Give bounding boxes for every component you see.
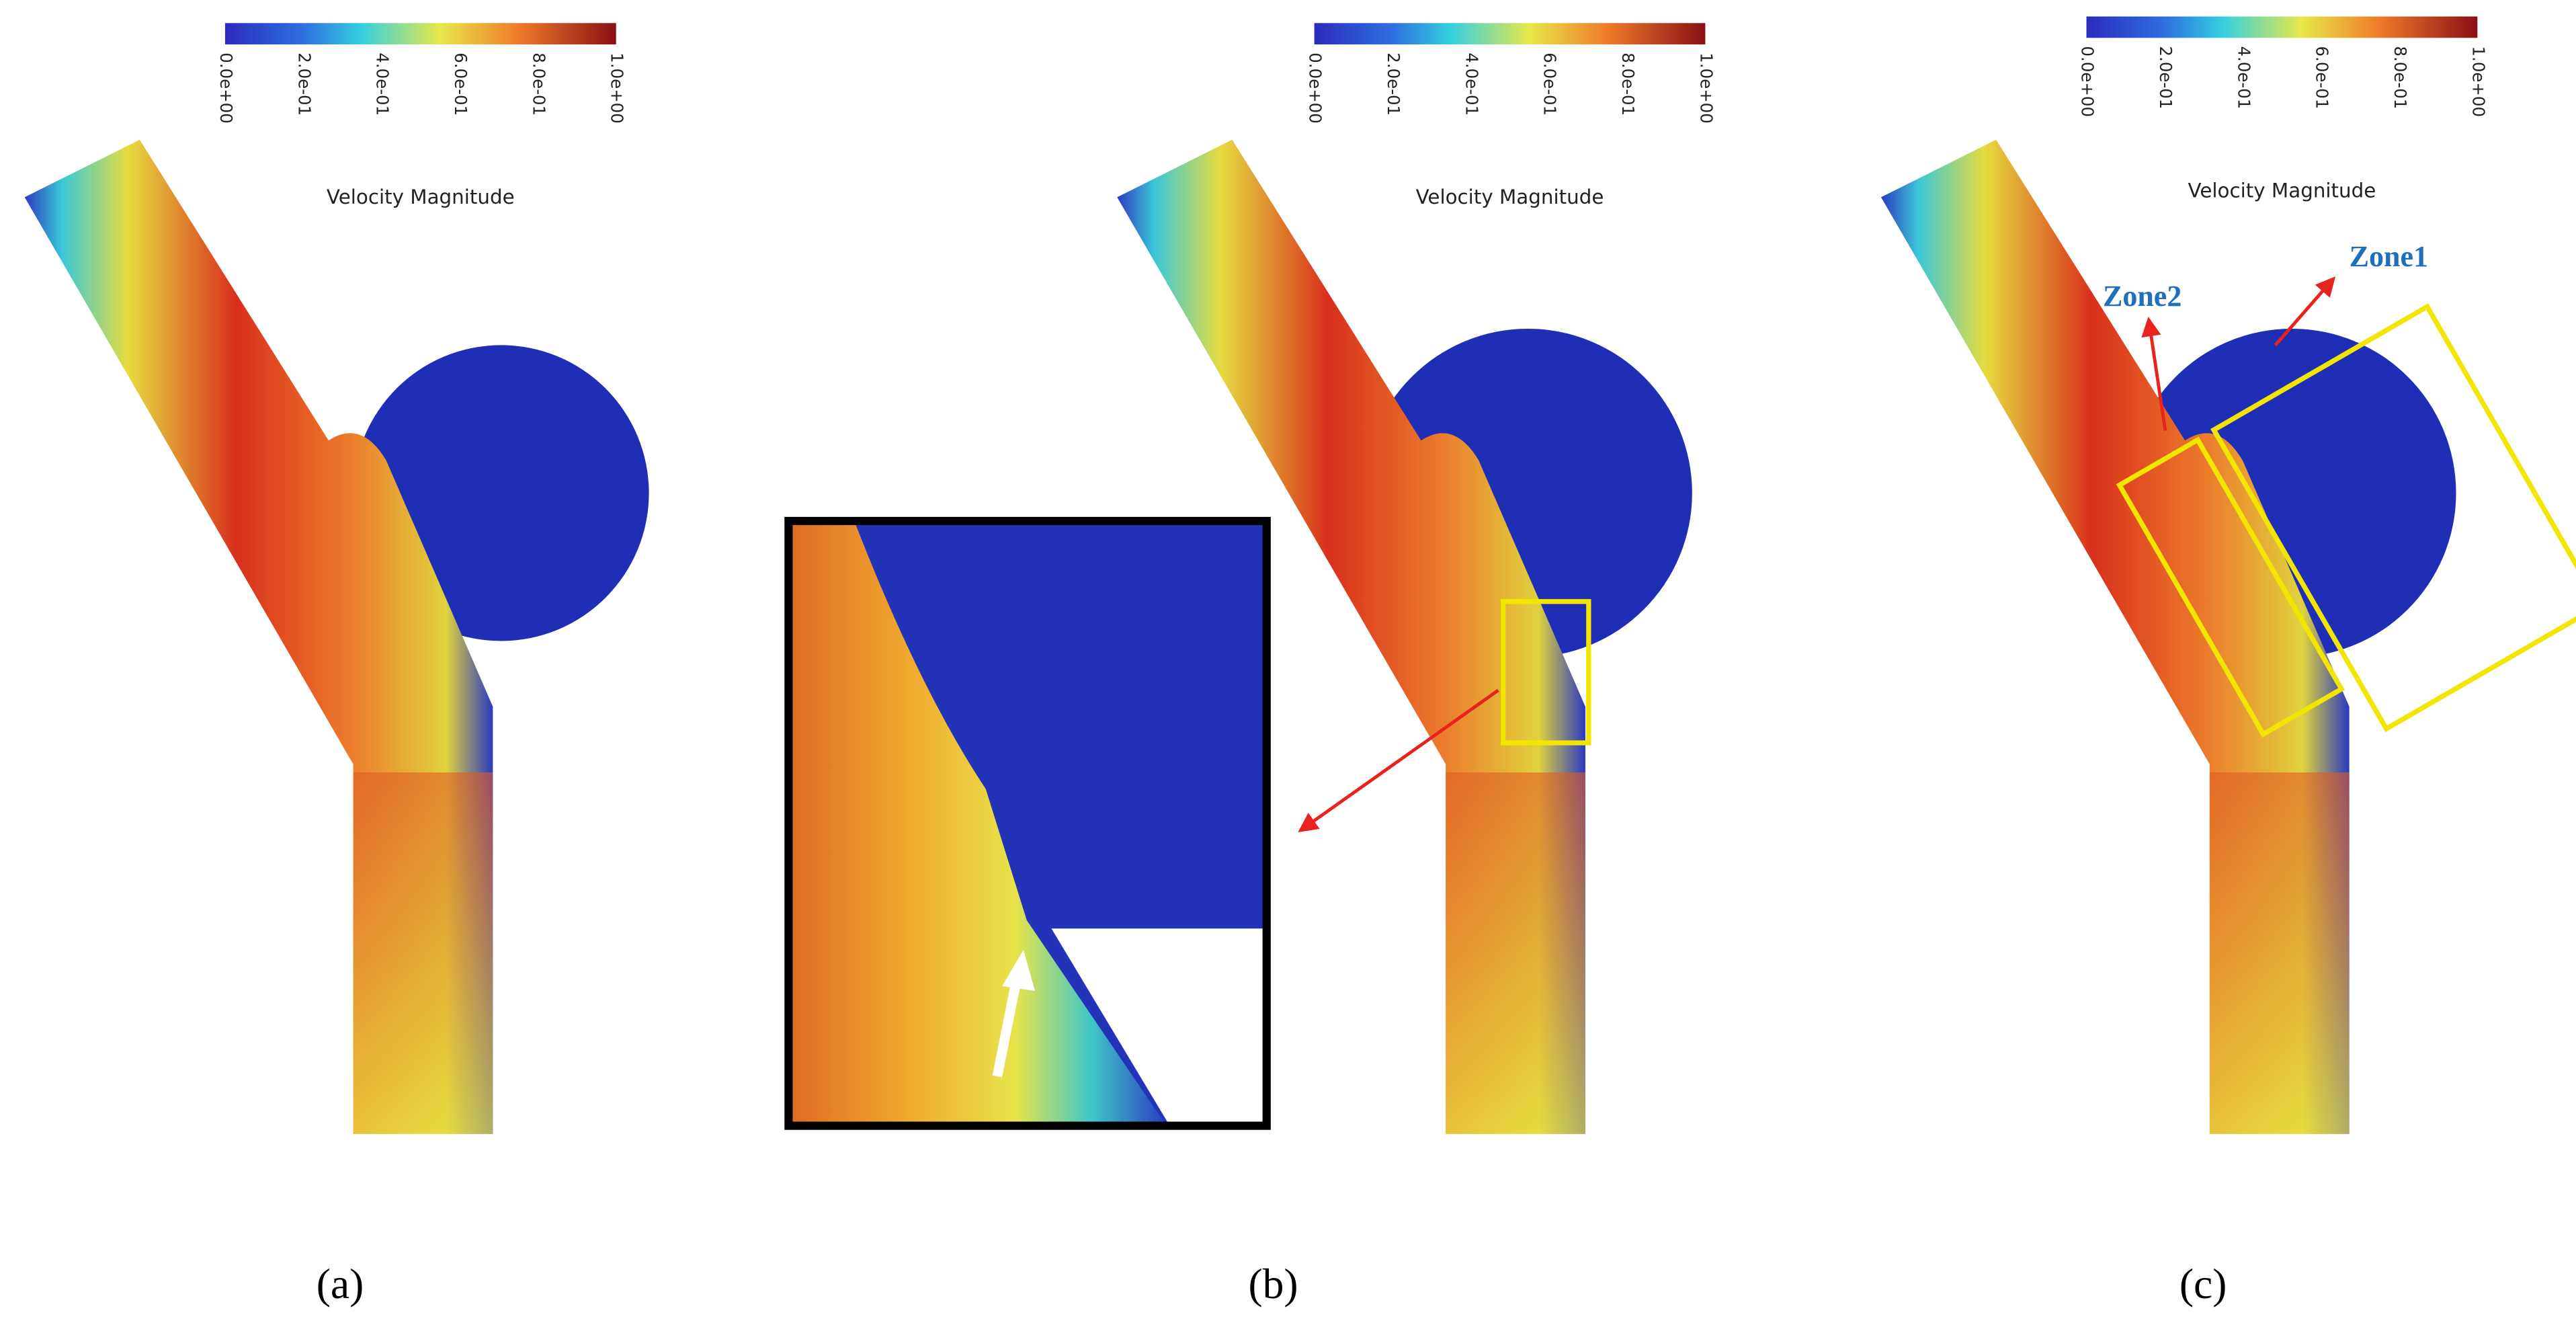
panel: 0.0e+00 2.0e-01 4.0e-01 6.0e-01 8.0e-01 1.0e+… bbox=[1117, 23, 1716, 1134]
zone1-box bbox=[2210, 303, 2576, 733]
colorbar bbox=[224, 23, 616, 45]
colorbar-tick-label: 8.0e-01 bbox=[529, 52, 548, 116]
colorbar-tick-label: 1.0e+00 bbox=[608, 52, 627, 123]
colorbar-tick-label: 2.0e-01 bbox=[2156, 46, 2175, 110]
colorbar-tick-label: 0.0e+00 bbox=[2078, 46, 2097, 117]
outlet bbox=[353, 772, 493, 1134]
inset-wall bbox=[1051, 928, 1267, 1126]
highlight-box bbox=[1501, 599, 1591, 746]
zone-label: Zone1 bbox=[2350, 240, 2428, 273]
colorbar-tick-label: 4.0e-01 bbox=[2234, 46, 2253, 110]
colorbar-tick-label: 1.0e+00 bbox=[1696, 52, 1716, 123]
colorbar-tick-label: 6.0e-01 bbox=[2313, 46, 2332, 110]
white-arrow-head bbox=[1002, 950, 1036, 992]
colorbar-tick-label: 2.0e-01 bbox=[1384, 52, 1403, 116]
caption: (b) bbox=[1248, 1260, 1298, 1308]
zone2-arrow bbox=[2141, 316, 2167, 431]
inset-frame bbox=[784, 516, 1271, 1130]
colorbar-tick-label: 8.0e-01 bbox=[1618, 52, 1638, 116]
colorbar-tick-label: 4.0e-01 bbox=[1462, 52, 1481, 116]
colorbar-tick-label: 2.0e-01 bbox=[294, 52, 314, 116]
colorbar-title: Velocity Magnitude bbox=[2188, 179, 2376, 202]
zone-label: Zone2 bbox=[2103, 280, 2182, 313]
colorbar-tick-label: 1.0e+00 bbox=[2468, 46, 2488, 117]
colorbar-title: Velocity Magnitude bbox=[1416, 186, 1604, 208]
zone2-box bbox=[2116, 436, 2345, 738]
colorbar-tick-label: 8.0e-01 bbox=[2391, 46, 2410, 110]
colorbar-tick-label: 6.0e-01 bbox=[1540, 52, 1560, 116]
panel: 0.0e+00 2.0e-01 4.0e-01 6.0e-01 8.0e-01 1.0e+… bbox=[1880, 16, 2488, 1134]
outlet bbox=[1446, 772, 1585, 1134]
red-arrow bbox=[1298, 688, 1499, 832]
colorbar-tick-label: 0.0e+00 bbox=[1306, 52, 1325, 123]
colorbar-tick-label: 6.0e-01 bbox=[451, 52, 470, 116]
outlet bbox=[2209, 772, 2350, 1134]
colorbar bbox=[2086, 16, 2478, 38]
caption: (a) bbox=[317, 1260, 364, 1308]
colorbar-tick-label: 0.0e+00 bbox=[216, 52, 236, 123]
zone1-arrow bbox=[2274, 276, 2336, 347]
colorbar bbox=[1314, 23, 1706, 45]
caption: (c) bbox=[2179, 1260, 2227, 1308]
colorbar-tick-label: 4.0e-01 bbox=[373, 52, 392, 116]
panel: 0.0e+00 2.0e-01 4.0e-01 6.0e-01 8.0e-01 1.0e+… bbox=[24, 23, 649, 1134]
colorbar-title: Velocity Magnitude bbox=[327, 186, 515, 208]
inset-flow bbox=[788, 520, 1167, 1126]
